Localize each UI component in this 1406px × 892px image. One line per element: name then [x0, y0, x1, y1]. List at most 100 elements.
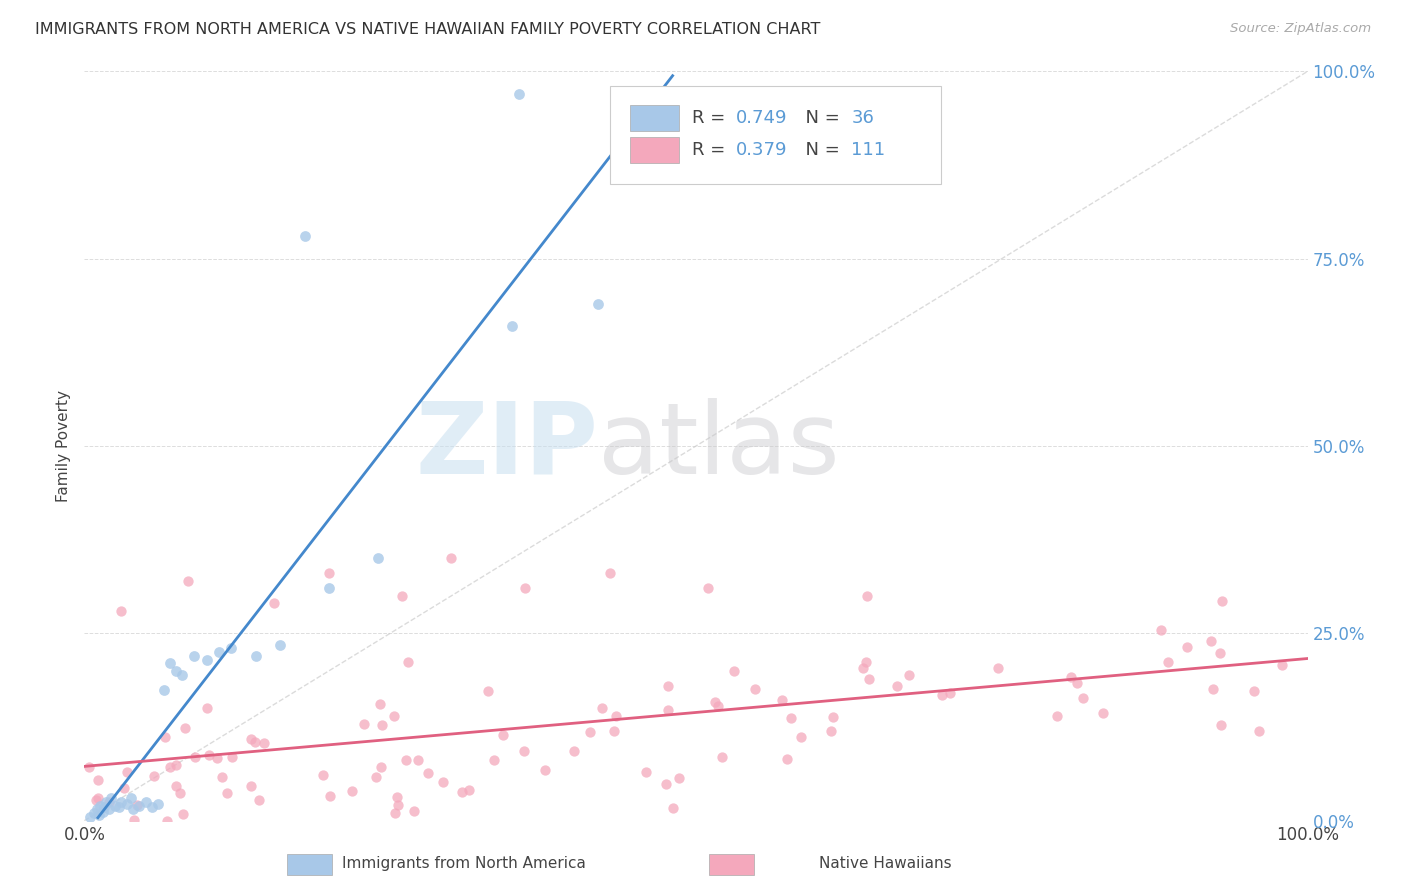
Point	[562, 744, 585, 758]
Point	[477, 684, 499, 698]
Point	[858, 672, 880, 686]
Point	[484, 753, 506, 767]
Point	[319, 789, 342, 804]
Point	[110, 795, 132, 809]
Point	[605, 708, 627, 723]
Point	[240, 731, 263, 746]
Point	[1209, 717, 1232, 731]
Point	[107, 800, 129, 814]
Point	[513, 744, 536, 758]
Point	[217, 786, 239, 800]
Point	[723, 665, 745, 679]
Point	[153, 730, 176, 744]
Point	[240, 779, 263, 793]
Point	[502, 319, 524, 334]
Point	[1071, 690, 1094, 705]
Point	[416, 766, 439, 780]
Point	[385, 790, 408, 805]
Point	[165, 758, 187, 772]
Point	[387, 798, 409, 813]
Point	[591, 701, 613, 715]
Point	[779, 711, 801, 725]
Y-axis label: Family Poverty: Family Poverty	[56, 390, 72, 502]
Point	[823, 710, 845, 724]
Point	[353, 717, 375, 731]
Point	[492, 728, 515, 742]
Point	[219, 641, 242, 656]
Point	[450, 785, 472, 799]
Point	[77, 759, 100, 773]
Point	[146, 797, 169, 812]
Point	[382, 709, 405, 723]
Point	[135, 795, 157, 809]
Point	[886, 679, 908, 693]
Point	[159, 760, 181, 774]
Point	[406, 753, 429, 767]
Point	[87, 807, 110, 822]
Point	[269, 638, 291, 652]
Point	[508, 87, 530, 101]
Point	[657, 703, 679, 717]
Point	[247, 793, 270, 807]
Point	[195, 652, 218, 666]
Point	[370, 717, 392, 731]
Point	[112, 781, 135, 796]
Point	[211, 770, 233, 784]
Point	[97, 802, 120, 816]
Point	[395, 753, 418, 767]
Point	[654, 777, 676, 791]
Point	[744, 681, 766, 696]
Point	[253, 736, 276, 750]
Point	[221, 749, 243, 764]
Point	[852, 661, 875, 675]
Point	[457, 783, 479, 797]
Point	[177, 574, 200, 588]
Point	[89, 798, 111, 813]
Point	[370, 760, 392, 774]
Point	[79, 810, 101, 824]
Point	[205, 751, 228, 765]
Point	[402, 804, 425, 818]
Point	[599, 566, 621, 581]
Point	[775, 752, 797, 766]
Point	[208, 645, 231, 659]
Point	[579, 725, 602, 739]
Point	[1175, 640, 1198, 654]
Point	[83, 806, 105, 821]
Point	[931, 688, 953, 702]
Point	[432, 774, 454, 789]
Point	[245, 735, 267, 749]
Point	[368, 698, 391, 712]
Point	[657, 679, 679, 693]
Text: Native Hawaiians: Native Hawaiians	[820, 856, 952, 871]
Text: ZIP: ZIP	[415, 398, 598, 494]
Point	[86, 792, 108, 806]
Point	[169, 787, 191, 801]
Point	[855, 655, 877, 669]
Point	[367, 551, 389, 566]
Point	[153, 682, 176, 697]
Point	[115, 797, 138, 812]
Point	[110, 604, 132, 618]
Point	[396, 655, 419, 669]
Point	[141, 800, 163, 814]
Point	[384, 805, 406, 820]
Point	[1270, 658, 1292, 673]
Text: 0.379: 0.379	[737, 141, 787, 159]
Text: Source: ZipAtlas.com: Source: ZipAtlas.com	[1230, 22, 1371, 36]
Point	[697, 582, 720, 596]
Point	[820, 724, 842, 739]
Point	[122, 813, 145, 827]
Point	[772, 693, 794, 707]
Point	[294, 229, 316, 244]
Point	[122, 802, 145, 816]
Point	[127, 797, 149, 812]
Point	[100, 791, 122, 805]
FancyBboxPatch shape	[630, 105, 679, 130]
Point	[662, 801, 685, 815]
Point	[513, 582, 536, 596]
Point	[898, 668, 921, 682]
Point	[1150, 623, 1173, 637]
Point	[534, 764, 557, 778]
Point	[987, 661, 1010, 675]
